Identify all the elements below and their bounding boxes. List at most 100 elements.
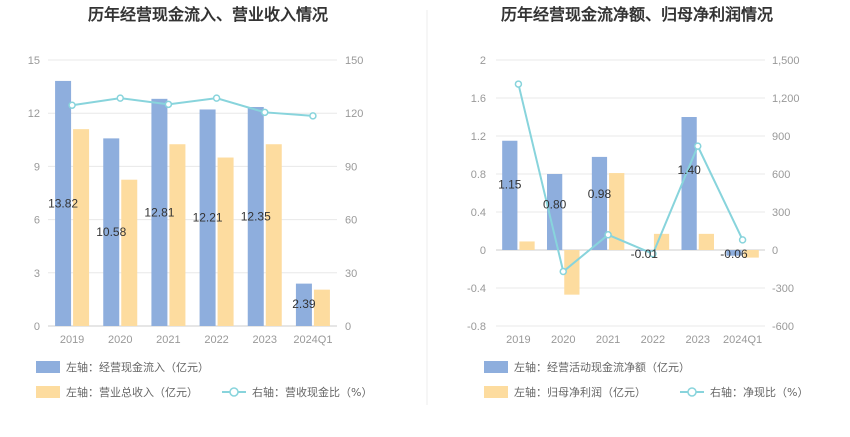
x-axis-tick: 2022 [641,334,665,346]
right-axis-tick: 0 [345,321,351,333]
left-axis-tick: 3 [34,268,40,280]
legend-line-marker [687,387,697,397]
bar-series2 [121,179,138,326]
bar-series2 [653,233,670,250]
right-axis-tick: -300 [772,283,794,295]
right-axis-tick: 1,200 [772,93,800,105]
right-axis-tick: 900 [772,131,790,143]
bar-series2 [313,289,330,326]
line-point [694,142,702,150]
bar-series2 [265,144,282,326]
legend-label: 左轴：经营现金流入（亿元） [66,360,209,374]
line-point [212,94,221,102]
data-label: 2.39 [292,297,316,311]
legend-line-marker [229,387,239,397]
line-point [649,250,657,258]
left-axis-tick: -0.8 [467,321,486,333]
data-label: -0.06 [720,247,748,261]
x-axis-tick: 2022 [204,334,228,346]
chart-title: 历年经营现金流入、营业收入情况 [88,5,328,24]
right-axis-tick: 600 [772,169,790,181]
chart-net-cashflow-profit: 历年经营现金流净额、归母净利润情况 -0.8 -0.4 0 0.4 0.8 1.2 1.6 2 -… [467,5,808,399]
bar-series1 [55,80,72,327]
right-axis-tick: 120 [345,108,363,120]
left-axis-tick: 0 [34,321,40,333]
bar-series1 [547,174,563,250]
data-label: 12.21 [193,211,223,225]
bar-series2 [609,173,625,250]
line-point [559,267,567,276]
x-axis-tick: 2024Q1 [723,334,762,346]
bar-series1 [681,117,697,250]
line-point [164,100,173,109]
legend-bar-swatch [484,361,508,373]
legend-label: 右轴：净现比（%） [710,385,808,399]
x-axis-tick: 2019 [60,334,84,346]
data-label: -0.01 [631,247,659,261]
left-axis-tick: -0.4 [467,283,486,295]
line-point [116,94,124,102]
legend-label: 左轴：经营活动现金流净额（亿元） [514,360,690,374]
right-axis-tick: 150 [345,55,363,67]
x-axis-tick: 2021 [156,334,180,346]
bar-series2 [743,250,759,258]
bar-series1 [199,109,216,326]
bar-series1 [295,283,312,326]
line-point [261,108,269,117]
data-label: 0.80 [543,197,567,211]
x-axis-tick: 2023 [253,334,277,346]
bar-series1 [502,140,518,250]
data-label: 12.81 [144,205,174,219]
left-axis-tick: 1.6 [471,93,486,105]
bar-series1 [151,98,168,326]
line-point [514,80,523,88]
legend-label: 左轴：营业总收入（亿元） [66,385,198,399]
line-point [309,112,317,120]
x-axis-tick: 2020 [551,334,575,346]
right-axis-tick: 0 [772,245,778,257]
bar-series2 [217,157,234,326]
right-axis-tick: 30 [345,268,357,280]
right-axis-tick: 90 [345,161,357,173]
x-axis-tick: 2019 [506,334,530,346]
right-axis-tick: -600 [772,321,794,333]
x-axis-tick: 2024Q1 [293,334,332,346]
data-label: 13.82 [48,196,78,210]
line-series [71,97,313,117]
left-axis-tick: 0.4 [471,207,486,219]
bar-series1 [247,106,264,326]
left-axis-tick: 9 [34,161,40,173]
legend-label: 右轴：营收现金比（%） [252,385,372,399]
x-axis-tick: 2021 [596,334,620,346]
bar-series1 [591,156,608,250]
line-series [517,83,744,274]
left-axis-tick: 12 [28,108,40,120]
right-axis-tick: 300 [772,207,790,219]
line-point [68,101,76,109]
right-axis-tick: 1,500 [772,55,800,67]
data-label: 0.98 [588,187,612,201]
left-axis-tick: 2 [480,55,486,67]
data-label: 12.35 [241,209,271,223]
left-axis-tick: 15 [28,55,40,67]
right-axis-tick: 60 [345,215,357,227]
bar-series2 [73,129,90,326]
line-point [738,236,747,244]
legend-bar-swatch [36,361,60,373]
legend-bar-swatch [36,386,60,398]
x-axis-tick: 2023 [686,334,710,346]
bar-series2 [169,144,186,326]
legend-bar-swatch [484,386,508,398]
x-axis-tick: 2020 [108,334,132,346]
left-axis-tick: 0.8 [471,169,486,181]
bar-series1 [103,138,120,326]
bar-series1 [726,250,742,256]
chart-title: 历年经营现金流净额、归母净利润情况 [501,5,773,24]
bar-series2 [698,233,714,250]
left-axis-tick: 0 [480,245,486,257]
line-point [604,231,612,239]
legend-label: 左轴：归母净利润（亿元） [514,385,646,399]
data-label: 1.15 [498,177,522,191]
data-label: 1.40 [677,163,701,177]
